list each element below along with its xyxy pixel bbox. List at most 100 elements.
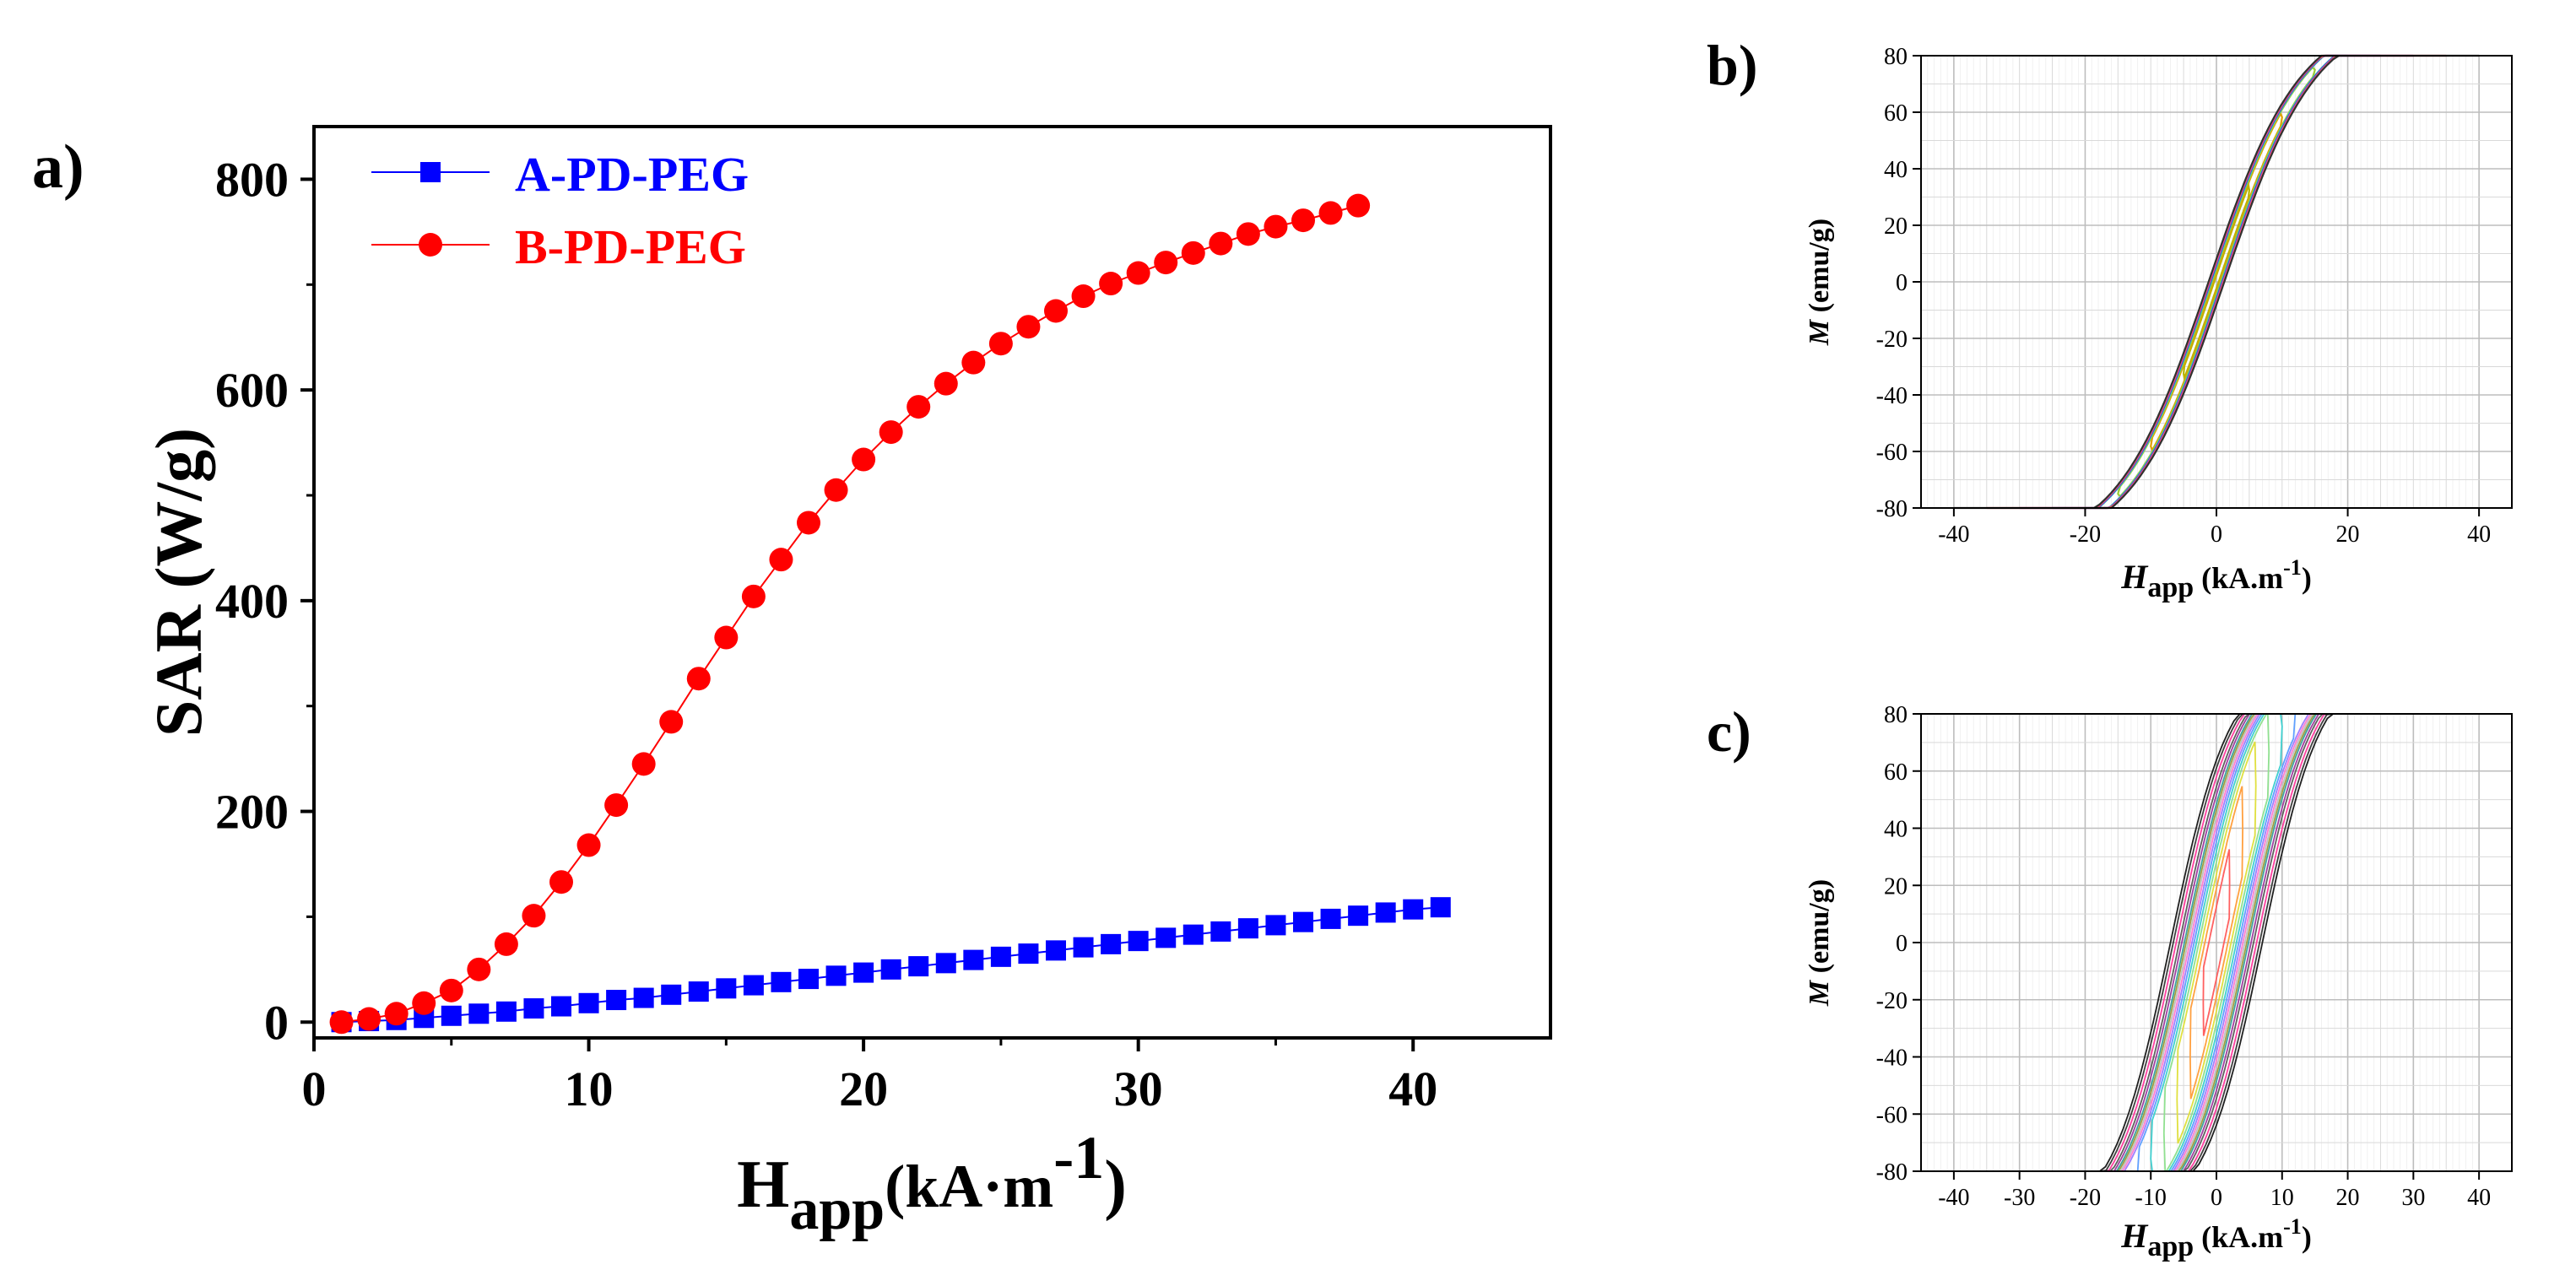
y-tick-label: -20 [1876, 327, 1908, 353]
y-tick-label: 600 [215, 363, 289, 418]
x-tick-label: -20 [2070, 521, 2101, 548]
data-point-A-PD-PEG [606, 990, 627, 1011]
data-point-A-PD-PEG [578, 992, 599, 1013]
panel-c-xlabel: Happ (kA.m-1) [2120, 1214, 2312, 1262]
panel-b-ylabel: M (emu/g) [1804, 219, 1835, 346]
ylabel-main: M [1804, 318, 1835, 346]
data-point-B-PD-PEG [797, 511, 820, 535]
y-tick-label: -60 [1876, 440, 1908, 466]
data-point-A-PD-PEG [661, 984, 682, 1005]
panel-a-series [329, 193, 1451, 1035]
y-tick-label: -80 [1876, 1159, 1908, 1186]
xlabel-main: H [2120, 1217, 2149, 1255]
xlabel-close: ) [2302, 1220, 2312, 1254]
panel-b-ticks: -40 -20 0 20 40 -80 -60 -40 -20 0 20 40 60 80 [1876, 44, 2491, 548]
hysteresis-loop [2182, 182, 2251, 381]
data-point-B-PD-PEG [1016, 315, 1041, 339]
data-point-A-PD-PEG [1375, 902, 1396, 923]
data-point-B-PD-PEG [906, 395, 931, 419]
data-point-A-PD-PEG [551, 996, 571, 1017]
hysteresis-loop [1953, 54, 2480, 510]
data-point-A-PD-PEG [1265, 915, 1286, 936]
ylabel-unit: (emu/g) [1804, 219, 1835, 320]
y-tick-label: 0 [1896, 270, 1908, 296]
xlabel-close: ) [2302, 561, 2312, 595]
data-point-A-PD-PEG [441, 1005, 462, 1026]
data-point-B-PD-PEG [522, 904, 546, 928]
panel-b-label: b) [1707, 33, 1757, 97]
data-point-B-PD-PEG [1291, 208, 1315, 233]
y-tick-label: 0 [264, 995, 289, 1050]
panel-a-legend: A-PD-PEG B-PD-PEG [371, 147, 749, 274]
data-point-A-PD-PEG [771, 971, 792, 992]
data-point-A-PD-PEG [1101, 933, 1122, 954]
xlabel-sub: app [2147, 1231, 2194, 1262]
x-tick-label: -40 [1938, 1185, 1969, 1211]
y-tick-label: 800 [215, 152, 289, 207]
data-point-B-PD-PEG [576, 833, 601, 857]
data-point-B-PD-PEG [879, 420, 903, 445]
hysteresis-loop [2176, 741, 2257, 1144]
x-tick-label: 0 [2211, 521, 2222, 548]
x-tick-label: 0 [302, 1062, 327, 1116]
data-point-A-PD-PEG [935, 953, 956, 974]
x-tick-label: -10 [2135, 1185, 2167, 1211]
y-tick-label: -80 [1876, 496, 1908, 522]
xlabel-sub: app [2147, 572, 2194, 603]
y-tick-label: 80 [1884, 702, 1908, 728]
data-point-B-PD-PEG [1264, 214, 1288, 239]
data-point-B-PD-PEG [1099, 272, 1123, 296]
panel-b-xlabel: Happ (kA.m-1) [2120, 555, 2312, 603]
x-tick-label: 30 [2401, 1185, 2425, 1211]
data-point-B-PD-PEG [1181, 240, 1205, 265]
y-tick-label: 60 [1884, 100, 1908, 127]
data-point-B-PD-PEG [494, 932, 518, 956]
data-point-A-PD-PEG [880, 959, 901, 980]
xlabel-sup: -1 [2283, 555, 2302, 580]
y-tick-label: 60 [1884, 759, 1908, 786]
data-point-A-PD-PEG [495, 1001, 517, 1022]
data-point-A-PD-PEG [990, 946, 1011, 967]
x-tick-label: 30 [1114, 1062, 1163, 1116]
data-point-A-PD-PEG [1210, 921, 1231, 942]
data-point-B-PD-PEG [1126, 261, 1150, 285]
y-tick-label: 80 [1884, 44, 1908, 70]
data-point-A-PD-PEG [1018, 943, 1039, 964]
data-point-B-PD-PEG [357, 1007, 382, 1031]
xlabel-main: H [737, 1148, 789, 1222]
data-point-B-PD-PEG [741, 584, 766, 608]
data-point-B-PD-PEG [329, 1010, 354, 1035]
panel-a-xlabel: Happ(kA·m-1) [737, 1124, 1127, 1242]
hysteresis-loop [2111, 713, 2322, 1172]
legend-marker-b-pd-peg [419, 233, 442, 257]
panel-a-label: a) [32, 132, 84, 202]
data-point-A-PD-PEG [716, 978, 737, 999]
x-tick-label: 20 [2336, 521, 2360, 548]
x-tick-label: 40 [2467, 521, 2491, 548]
data-point-A-PD-PEG [1348, 905, 1369, 927]
data-point-A-PD-PEG [798, 969, 819, 990]
y-tick-label: -40 [1876, 1046, 1908, 1072]
x-tick-label: 10 [565, 1062, 614, 1116]
y-tick-label: 40 [1884, 817, 1908, 843]
hysteresis-loop [2189, 786, 2244, 1100]
panel-c-label: c) [1707, 700, 1751, 764]
y-tick-label: -20 [1876, 988, 1908, 1014]
data-point-B-PD-PEG [961, 350, 986, 375]
data-point-B-PD-PEG [714, 625, 739, 650]
data-point-A-PD-PEG [963, 949, 984, 970]
panel-c-hysteresis-chart: c) -40 -30 -20 -10 0 10 20 30 40 -80 -60 -40 -20 0 20 4… [1707, 700, 2513, 1262]
data-point-B-PD-PEG [1209, 231, 1233, 256]
data-point-A-PD-PEG [908, 956, 929, 977]
panel-b-grid [1921, 56, 2512, 508]
ylabel-main: M [1804, 979, 1835, 1007]
data-point-A-PD-PEG [825, 965, 847, 986]
data-point-B-PD-PEG [659, 710, 684, 734]
ylabel-unit: (emu/g) [1804, 879, 1835, 981]
x-tick-label: 20 [2336, 1185, 2360, 1211]
data-point-B-PD-PEG [824, 478, 848, 502]
data-point-B-PD-PEG [988, 332, 1013, 356]
y-tick-label: 40 [1884, 157, 1908, 183]
